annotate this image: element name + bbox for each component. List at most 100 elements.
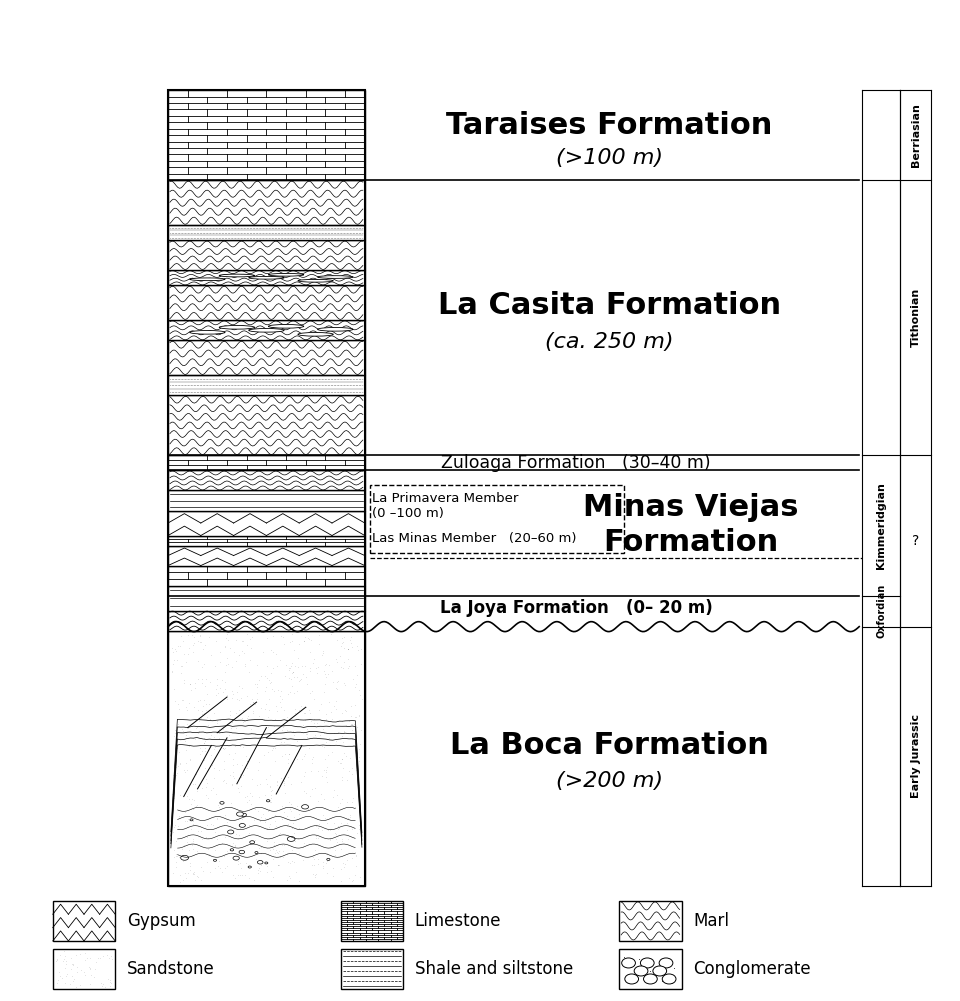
Point	[245, 704, 260, 720]
Point	[337, 859, 352, 875]
Point	[185, 644, 201, 660]
Point	[178, 870, 193, 886]
Point	[302, 788, 318, 804]
Text: ?: ?	[912, 535, 920, 548]
Point	[263, 642, 278, 658]
Point	[290, 659, 305, 675]
Point	[308, 818, 324, 834]
Point	[217, 742, 232, 758]
Point	[317, 666, 332, 682]
Point	[298, 746, 313, 762]
Ellipse shape	[180, 855, 188, 860]
Point	[284, 853, 300, 869]
Point	[262, 767, 277, 783]
Point	[68, 979, 84, 995]
Point	[264, 782, 279, 798]
Point	[315, 643, 330, 659]
Point	[335, 660, 350, 676]
Point	[172, 808, 187, 824]
Point	[225, 843, 240, 859]
Point	[654, 957, 669, 973]
Point	[352, 737, 368, 753]
Point	[223, 708, 238, 724]
Point	[299, 699, 314, 715]
Point	[216, 753, 231, 769]
Point	[224, 720, 239, 736]
Point	[93, 975, 108, 991]
Point	[276, 849, 291, 865]
Ellipse shape	[228, 830, 234, 834]
Point	[336, 629, 351, 645]
Point	[82, 960, 97, 976]
Point	[284, 655, 300, 671]
Point	[174, 848, 189, 864]
Point	[273, 825, 288, 841]
Point	[237, 730, 252, 746]
Point	[625, 956, 640, 972]
Text: Minas Viejas: Minas Viejas	[584, 493, 799, 522]
Point	[194, 703, 209, 719]
Point	[279, 819, 295, 835]
Point	[172, 874, 187, 890]
Point	[199, 817, 214, 833]
Point	[230, 830, 246, 846]
Point	[215, 774, 230, 790]
Point	[250, 680, 265, 696]
Point	[228, 632, 244, 648]
Point	[323, 832, 338, 848]
Point	[167, 817, 182, 833]
Point	[190, 633, 205, 649]
Point	[252, 789, 267, 805]
Point	[300, 801, 315, 817]
Point	[348, 848, 364, 864]
Point	[346, 872, 361, 888]
Point	[248, 801, 263, 817]
Text: Formation: Formation	[604, 529, 779, 557]
Point	[338, 748, 353, 764]
Bar	[168, 566, 365, 586]
Text: La Casita Formation: La Casita Formation	[438, 291, 781, 319]
Point	[245, 788, 260, 804]
Point	[295, 852, 310, 868]
Point	[215, 721, 230, 737]
Point	[315, 646, 330, 662]
Point	[325, 674, 341, 690]
Point	[72, 977, 87, 993]
Point	[296, 667, 311, 683]
Ellipse shape	[265, 862, 268, 864]
Point	[52, 947, 67, 963]
Point	[216, 848, 231, 864]
Point	[309, 829, 324, 845]
Point	[190, 797, 205, 813]
Point	[193, 799, 208, 815]
Point	[280, 751, 296, 767]
Point	[289, 669, 304, 685]
Point	[259, 820, 275, 836]
Point	[237, 829, 252, 845]
Point	[184, 627, 200, 643]
Point	[275, 837, 290, 853]
Point	[240, 788, 255, 804]
Point	[282, 685, 298, 701]
Point	[88, 954, 104, 970]
Text: La Primavera Member: La Primavera Member	[372, 492, 517, 505]
Point	[233, 769, 249, 785]
Point	[261, 692, 276, 708]
Point	[196, 705, 211, 721]
Point	[349, 719, 365, 735]
Point	[219, 657, 234, 673]
Point	[211, 763, 227, 779]
Point	[268, 842, 283, 858]
Point	[354, 691, 370, 707]
Point	[212, 694, 228, 710]
Point	[351, 742, 367, 758]
Point	[201, 717, 216, 733]
Point	[53, 968, 68, 984]
Point	[185, 776, 201, 792]
Point	[196, 753, 211, 769]
Point	[289, 734, 304, 750]
Point	[318, 669, 333, 685]
Point	[239, 710, 254, 726]
Point	[60, 966, 75, 982]
Point	[250, 777, 265, 793]
